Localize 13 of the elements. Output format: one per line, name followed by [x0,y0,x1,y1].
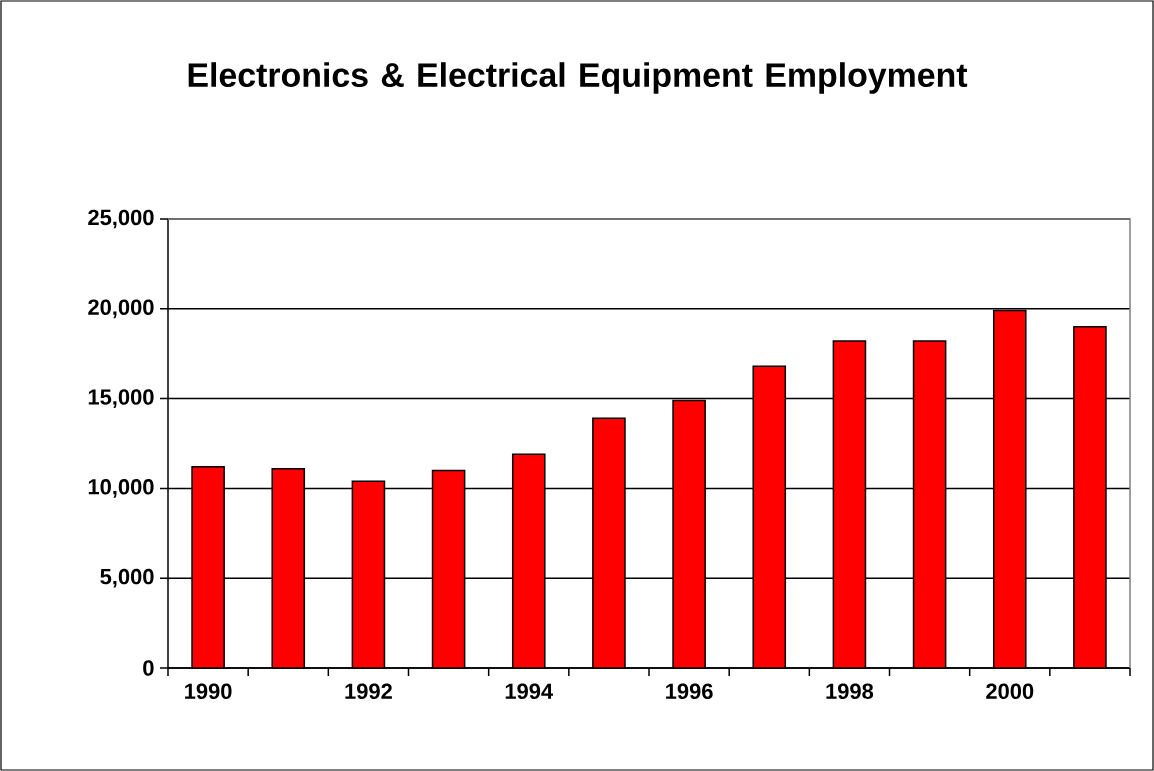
x-tick-label: 2000 [986,683,1034,700]
chart-title: Electronics & Electrical Equipment Employment [188,62,968,94]
y-tick-label: 0 [143,660,154,676]
y-tick-label: 20,000 [88,299,154,319]
y-tick-label: 15,000 [88,389,154,408]
x-tick-label: 1990 [185,683,232,700]
y-tick-label: 25,000 [88,209,154,229]
x-tick-label: 1994 [505,683,554,700]
y-tick-label: 10,000 [88,479,154,498]
y-tick-label: 5,000 [100,568,154,588]
x-tick-label: 1992 [345,683,392,700]
x-tick-label: 1996 [666,683,713,700]
x-tick-label: 1998 [826,683,874,700]
